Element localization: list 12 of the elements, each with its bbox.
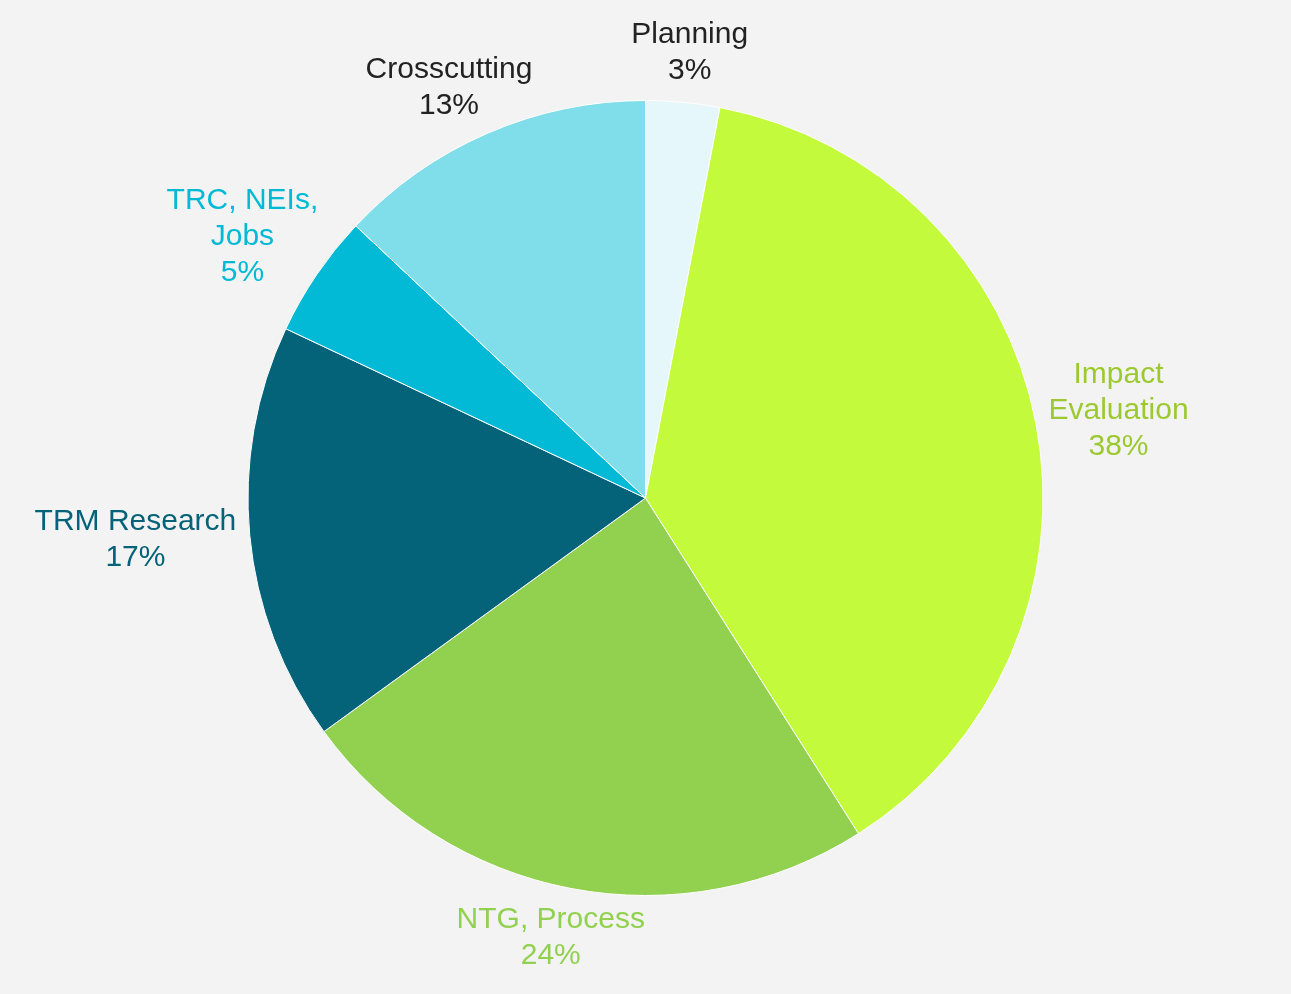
slice-label: Planning (631, 15, 749, 49)
slice-label: Impact Evaluation (1048, 356, 1189, 426)
slice-label: Crosscutting (365, 50, 533, 84)
data-label: 38% (1088, 428, 1149, 462)
slice-label: NTG, Process (456, 900, 645, 934)
data-label: 24% (520, 936, 581, 970)
slice-label: TRM Research (34, 503, 237, 537)
data-label: 13% (418, 86, 479, 120)
data-label: 3% (668, 51, 712, 85)
data-label: 5% (220, 253, 265, 287)
slice-label: TRC, NEIs, Jobs (166, 181, 319, 251)
data-label: 17% (105, 539, 166, 573)
